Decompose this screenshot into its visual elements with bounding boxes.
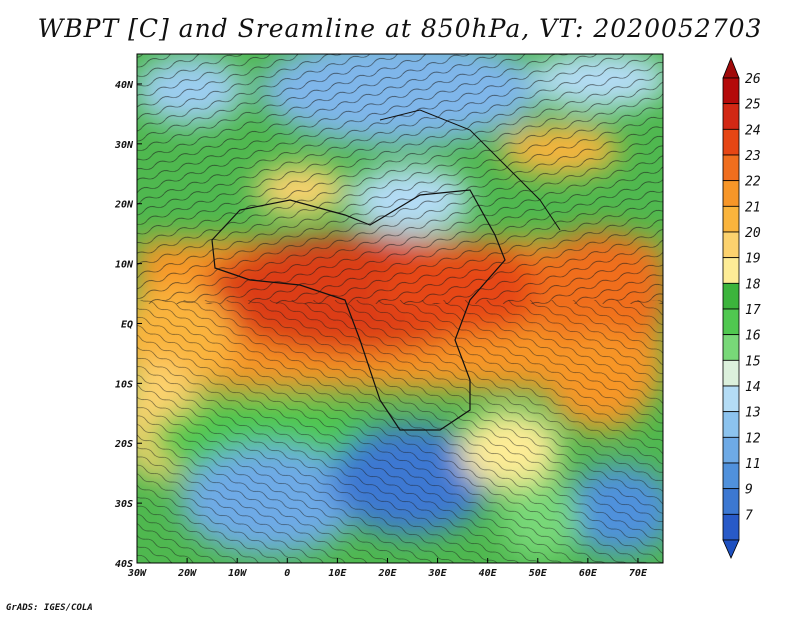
colorbar-label: 13 bbox=[745, 406, 761, 421]
colorbar-label: 12 bbox=[745, 431, 761, 446]
colorbar-label: 18 bbox=[745, 277, 761, 292]
lat-tick-label: 20S bbox=[114, 439, 133, 450]
map-frame bbox=[136, 53, 664, 564]
colorbar-label: 17 bbox=[745, 303, 761, 318]
lon-tick-label: 10E bbox=[328, 568, 347, 579]
lon-tick-label: 0 bbox=[284, 568, 290, 579]
colorbar-segment bbox=[722, 462, 740, 490]
colorbar-segment bbox=[722, 231, 740, 259]
colorbar-segment bbox=[722, 282, 740, 310]
lat-tick-label: 40N bbox=[115, 80, 134, 91]
colorbar-segment bbox=[722, 488, 740, 515]
colorbar-segment bbox=[722, 257, 740, 284]
lat-tick-label: 10S bbox=[115, 379, 133, 390]
coastline-africa bbox=[211, 189, 506, 431]
colorbar-bottom-arrow bbox=[722, 539, 740, 559]
colorbar-segment bbox=[722, 77, 740, 105]
colorbar-segment bbox=[722, 385, 740, 413]
colorbar-segment bbox=[722, 103, 740, 130]
colorbar: 26 25 24 23 22 21 20 19 18 17 16 15 14 13 12 11 9 7 bbox=[722, 56, 761, 559]
lat-tick-label: EQ bbox=[121, 319, 133, 330]
colorbar-label: 25 bbox=[745, 98, 761, 113]
temperature-field bbox=[137, 54, 663, 563]
colorbar-label: 26 bbox=[745, 72, 761, 87]
lat-tick-label: 40S bbox=[115, 559, 133, 570]
colorbar-label: 22 bbox=[745, 175, 761, 190]
colorbar-segment bbox=[722, 128, 740, 156]
colorbar-segment bbox=[722, 180, 740, 207]
colorbar-label: 21 bbox=[745, 200, 761, 215]
colorbar-top-arrow bbox=[722, 56, 740, 79]
colorbar-segment bbox=[722, 205, 740, 233]
lon-tick-label: 30W bbox=[127, 568, 147, 579]
lat-tick-label: 10N bbox=[115, 260, 134, 271]
colorbar-segment bbox=[722, 308, 740, 336]
lat-tick-label: 20N bbox=[114, 200, 134, 211]
colorbar-label: 24 bbox=[745, 123, 761, 138]
colorbar-segment bbox=[722, 411, 740, 438]
colorbar-label: 19 bbox=[745, 252, 761, 267]
colorbar-label: 14 bbox=[745, 380, 761, 395]
colorbar-label: 20 bbox=[745, 226, 761, 241]
lon-tick-label: 20E bbox=[377, 568, 397, 579]
colorbar-segment bbox=[722, 154, 740, 182]
lat-tick-label: 30N bbox=[114, 140, 134, 151]
lon-tick-label: 50E bbox=[529, 568, 548, 579]
lon-tick-label: 30E bbox=[428, 568, 448, 579]
colorbar-label: 11 bbox=[745, 457, 761, 472]
chart-title: WBPT [C] and Sreamline at 850hPa, VT: 20… bbox=[37, 14, 763, 43]
lon-axis: 30W 20W 10W 0 10E 20E 30E 40E 50E 60E 70E bbox=[127, 558, 648, 579]
colorbar-segment bbox=[722, 513, 740, 541]
colorbar-segment bbox=[722, 359, 740, 387]
colorbar-segment bbox=[722, 334, 740, 361]
colorbar-segment bbox=[722, 436, 740, 464]
colorbar-label: 23 bbox=[745, 149, 761, 164]
colorbar-label: 7 bbox=[745, 508, 753, 523]
colorbar-label: 15 bbox=[745, 354, 761, 369]
colorbar-label: 16 bbox=[745, 329, 761, 344]
lat-axis: 40N 30N 20N 10N EQ 10S 20S 30S 40S bbox=[114, 80, 142, 570]
lat-tick-label: 30S bbox=[114, 499, 133, 510]
lon-tick-label: 10W bbox=[228, 568, 247, 579]
grads-credit: GrADS: IGES/COLA bbox=[6, 603, 93, 613]
lon-tick-label: 60E bbox=[579, 568, 598, 579]
lon-tick-label: 20W bbox=[177, 568, 197, 579]
lon-tick-label: 40E bbox=[479, 568, 498, 579]
colorbar-label: 9 bbox=[745, 483, 753, 498]
lon-tick-label: 70E bbox=[629, 568, 648, 579]
